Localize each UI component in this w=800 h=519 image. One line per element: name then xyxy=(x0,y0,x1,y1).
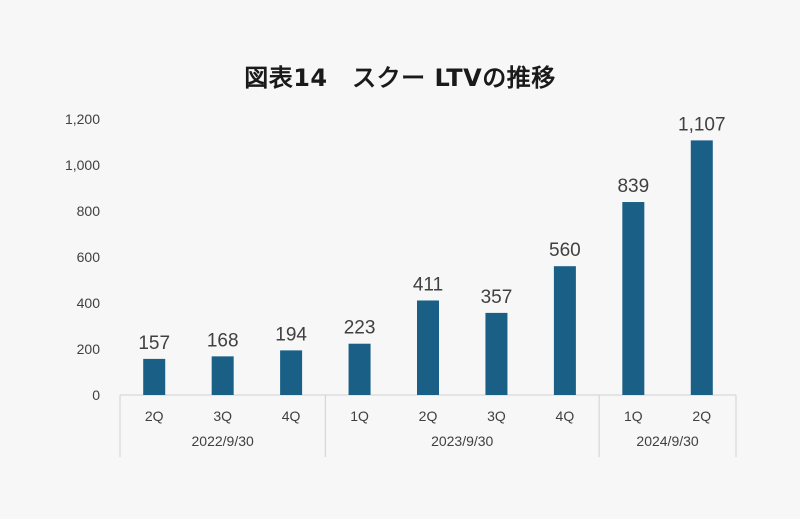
data-label: 223 xyxy=(344,318,376,339)
x-tick-label: 4Q xyxy=(282,408,301,424)
group-label: 2023/9/30 xyxy=(431,433,493,449)
data-label: 194 xyxy=(275,324,307,345)
bar xyxy=(690,140,713,395)
x-tick-label: 2Q xyxy=(692,408,711,424)
data-label: 168 xyxy=(207,330,239,351)
y-tick-label: 200 xyxy=(77,341,101,357)
bar xyxy=(417,300,439,395)
data-label: 411 xyxy=(413,274,443,295)
data-label: 357 xyxy=(481,287,513,308)
y-tick-label: 400 xyxy=(77,295,101,311)
bar xyxy=(348,343,371,395)
bar xyxy=(485,312,508,395)
bar xyxy=(280,350,303,395)
bar xyxy=(553,266,576,395)
y-tick-label: 1,000 xyxy=(65,157,100,173)
chart-title: 図表14 スクー LTVの推移 xyxy=(244,64,556,92)
data-label: 839 xyxy=(617,176,649,197)
x-tick-label: 1Q xyxy=(624,408,643,424)
y-tick-label: 800 xyxy=(77,203,101,219)
y-tick-label: 0 xyxy=(92,387,100,403)
x-tick-label: 3Q xyxy=(213,408,232,424)
data-label: 1,107 xyxy=(678,114,726,135)
bar xyxy=(622,202,645,395)
x-tick-label: 3Q xyxy=(487,408,506,424)
bar xyxy=(211,356,234,395)
bar xyxy=(143,358,166,395)
y-tick-label: 1,200 xyxy=(65,111,100,127)
x-tick-label: 2Q xyxy=(419,408,438,424)
group-label: 2024/9/30 xyxy=(636,433,698,449)
x-tick-label: 1Q xyxy=(350,408,369,424)
group-label: 2022/9/30 xyxy=(192,433,254,449)
x-tick-label: 2Q xyxy=(145,408,164,424)
data-label: 560 xyxy=(549,240,581,261)
x-tick-label: 4Q xyxy=(556,408,575,424)
y-tick-label: 600 xyxy=(77,249,101,265)
data-label: 157 xyxy=(138,333,170,354)
